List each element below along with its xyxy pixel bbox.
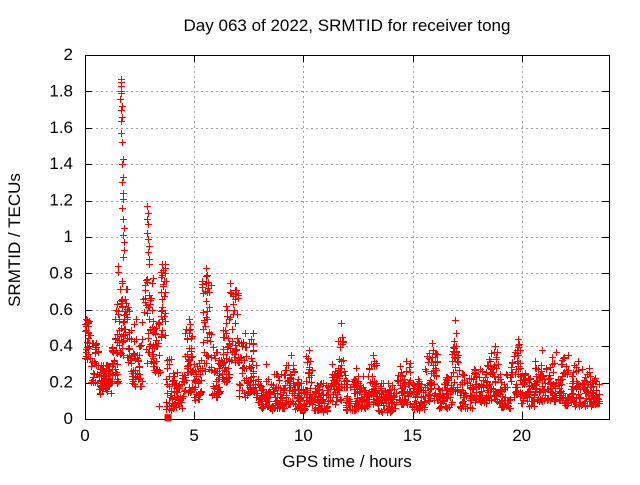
y-axis-label: SRMTID / TECUs [5,173,24,307]
data-points-layer [82,76,603,422]
chart-title: Day 063 of 2022, SRMTID for receiver ton… [184,16,511,35]
dense-cluster-marker [164,414,172,422]
y-tick-label: 1.4 [49,154,73,173]
y-tick-label: 1 [64,227,73,246]
x-tick-label: 5 [189,426,198,445]
axis-layer: 0 5 10 15 20 0 0.2 0.4 0.6 0.8 1 1.2 1.4 1.6 1.8 2 [49,45,610,445]
y-tick-label: 1.2 [49,191,73,210]
y-tick-label: 1.6 [49,118,73,137]
y-tick-label: 2 [64,45,73,64]
x-tick-label: 10 [294,426,313,445]
y-tick-label: 0 [64,409,73,428]
y-tick-label: 0.4 [49,336,73,355]
y-tick-label: 0.8 [49,263,73,282]
x-tick-label: 20 [512,426,531,445]
scatter-points [82,76,603,416]
y-tick-label: 0.2 [49,373,73,392]
y-tick-label: 1.8 [49,81,73,100]
x-axis-label: GPS time / hours [282,452,411,471]
x-tick-label: 0 [80,426,89,445]
grid-layer [86,56,608,418]
x-tick-label: 15 [403,426,422,445]
y-tick-label: 0.6 [49,300,73,319]
